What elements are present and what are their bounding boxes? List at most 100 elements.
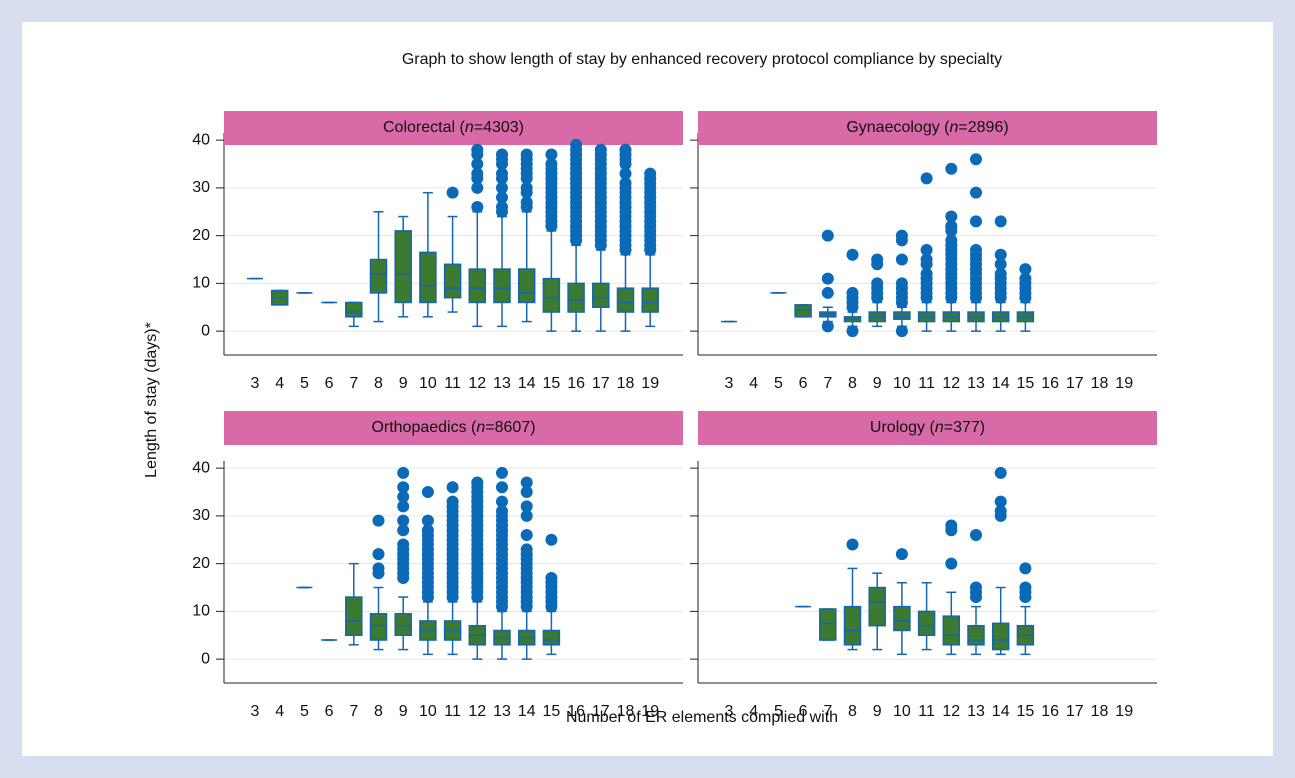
outlier (594, 143, 607, 156)
box (517, 268, 536, 304)
x-tick-label: 9 (873, 375, 882, 392)
box (592, 282, 610, 309)
x-tick-label: 13 (493, 703, 511, 720)
y-tick-label: 0 (201, 650, 210, 667)
x-tick-label: 6 (325, 375, 334, 392)
x-tick-label: 14 (992, 375, 1010, 392)
outlier (945, 234, 958, 247)
box (917, 610, 936, 637)
outlier (496, 167, 508, 180)
x-tick-label: 3 (725, 375, 734, 392)
outlier (421, 514, 434, 527)
outlier (520, 486, 533, 499)
outlier (446, 481, 459, 494)
outlier (994, 258, 1007, 271)
outlier (496, 481, 508, 494)
box (443, 263, 462, 299)
outlier (846, 286, 859, 299)
x-tick-label: 5 (300, 703, 309, 720)
box (493, 268, 511, 304)
x-tick-label: 18 (617, 703, 635, 720)
outlier (471, 476, 484, 489)
box (345, 301, 363, 318)
x-tick-label: 14 (518, 375, 536, 392)
outlier (397, 490, 410, 503)
panel-header (224, 111, 683, 145)
outlier (545, 158, 558, 171)
outlier (821, 286, 834, 299)
x-tick-label: 10 (419, 375, 437, 392)
box (369, 613, 388, 641)
y-tick-label: 20 (192, 555, 210, 572)
x-tick-label: 10 (893, 375, 911, 392)
outlier (945, 557, 958, 570)
outlier (1019, 272, 1032, 285)
x-tick-label: 5 (300, 375, 309, 392)
x-tick-label: 12 (942, 703, 960, 720)
x-tick-label: 14 (992, 703, 1010, 720)
box (468, 268, 487, 304)
outlier (471, 181, 484, 194)
x-tick-label: 19 (641, 703, 659, 720)
box (641, 287, 659, 313)
y-tick-label: 30 (192, 179, 210, 196)
outlier (970, 581, 982, 594)
outlier (994, 495, 1007, 508)
outlier (970, 186, 982, 199)
panel-title: Gynaecology (n=2896) (846, 119, 1008, 136)
outlier (994, 505, 1007, 518)
outlier (1019, 562, 1032, 575)
outlier (545, 148, 558, 161)
outlier (471, 167, 484, 180)
outlier (545, 571, 558, 584)
outlier (520, 148, 533, 161)
outlier (821, 320, 834, 333)
y-tick-label: 10 (192, 275, 210, 292)
outlier (421, 524, 434, 537)
y-tick-label: 30 (192, 507, 210, 524)
x-tick-label: 14 (518, 703, 536, 720)
x-tick-label: 4 (275, 703, 284, 720)
x-tick-label: 11 (444, 375, 461, 392)
outlier (970, 243, 982, 256)
x-tick-label: 6 (799, 375, 808, 392)
box (616, 287, 635, 313)
outlier (471, 158, 484, 171)
outlier (970, 215, 982, 228)
y-tick-label: 20 (192, 227, 210, 244)
x-tick-label: 3 (251, 375, 260, 392)
outlier (846, 325, 859, 338)
x-tick-label: 3 (251, 703, 260, 720)
outlier (496, 148, 508, 161)
y-tick-label: 10 (192, 603, 210, 620)
outlier (895, 229, 908, 242)
x-tick-label: 7 (823, 375, 832, 392)
outlier (372, 562, 385, 575)
x-tick-label: 3 (725, 703, 734, 720)
x-tick-label: 16 (567, 375, 585, 392)
x-tick-label: 11 (918, 703, 935, 720)
outlier (446, 495, 459, 508)
outlier (421, 486, 434, 499)
x-tick-label: 13 (493, 375, 511, 392)
x-tick-label: 13 (967, 703, 985, 720)
x-tick-label: 8 (848, 703, 857, 720)
outlier (994, 215, 1007, 228)
outlier (372, 548, 385, 561)
outlier (570, 138, 583, 151)
outlier (520, 196, 533, 209)
outlier (471, 201, 484, 213)
x-tick-label: 6 (325, 703, 334, 720)
x-tick-label: 17 (592, 375, 610, 392)
y-tick-label: 40 (192, 459, 210, 476)
x-tick-label: 19 (1115, 375, 1133, 392)
outlier (496, 466, 508, 479)
x-tick-label: 12 (942, 375, 960, 392)
outlier (871, 253, 884, 266)
box (542, 277, 561, 313)
outlier (520, 529, 533, 541)
x-tick-label: 18 (1091, 375, 1109, 392)
x-tick-label: 7 (349, 375, 358, 392)
box (991, 622, 1010, 651)
outlier (945, 519, 958, 532)
